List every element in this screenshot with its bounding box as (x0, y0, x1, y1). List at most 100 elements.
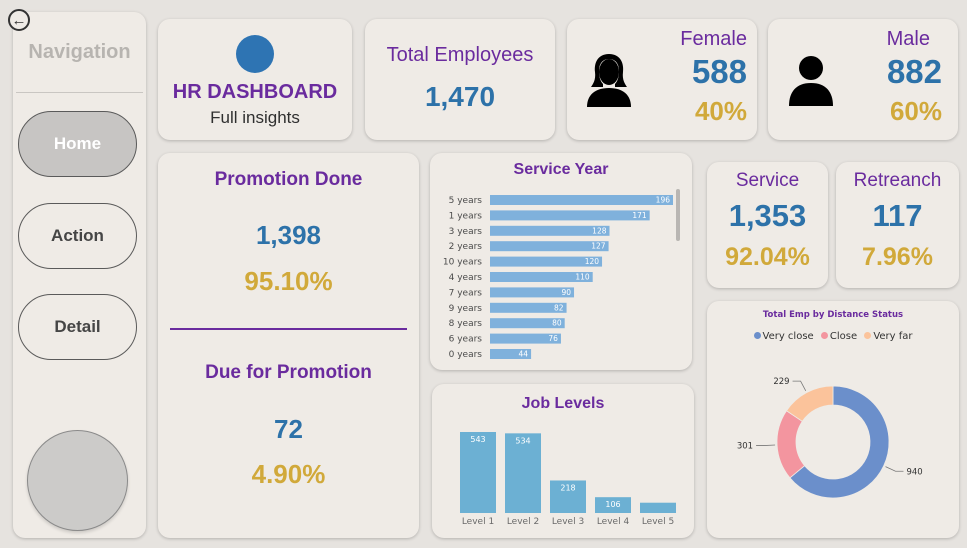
male-person-icon (789, 56, 833, 106)
male-card: Male 882 60% (768, 19, 958, 140)
very-close-dot-icon (753, 332, 761, 339)
nav-circle-button[interactable] (27, 430, 128, 531)
service-year-tick-label: 2 years (449, 242, 483, 252)
job-level-tick-label: Level 2 (507, 517, 539, 527)
service-year-bar[interactable] (490, 225, 610, 236)
service-year-scrollbar[interactable] (676, 189, 680, 241)
promotion-done-value: 1,398 (255, 220, 322, 250)
dashboard-subtitle: Full insights (210, 108, 300, 127)
very-far-dot-icon (864, 332, 872, 339)
female-percent: 40% (694, 96, 747, 126)
service-year-tick-label: 9 years (449, 304, 483, 314)
promotion-done-label: Promotion Done (214, 169, 363, 190)
job-level-tick-label: Level 1 (462, 517, 494, 527)
service-year-data-label: 128 (592, 226, 607, 235)
job-level-data-label: 106 (605, 500, 620, 509)
dashboard-title: HR DASHBOARD (172, 81, 338, 103)
donut-slice[interactable] (776, 410, 806, 479)
promotion-card: Promotion Done 1,398 95.10% Due for Prom… (158, 153, 419, 538)
service-year-tick-label: 3 years (449, 227, 483, 237)
logo-dot-icon (236, 35, 274, 73)
job-level-bar[interactable] (595, 497, 631, 513)
service-year-data-label: 44 (519, 350, 529, 359)
home-button[interactable]: Home (18, 111, 137, 177)
due-promotion-label: Due for Promotion (205, 362, 372, 383)
service-year-bar[interactable] (490, 256, 603, 267)
retreanch-value: 117 (872, 198, 923, 233)
service-year-tick-label: 4 years (449, 273, 483, 283)
service-year-card: Service Year 5 years 196 1 years 171 3 years… (430, 153, 692, 370)
service-year-bar[interactable] (490, 195, 673, 205)
service-year-bar[interactable] (490, 241, 609, 252)
close-dot-icon (820, 332, 828, 339)
detail-button[interactable]: Detail (18, 294, 137, 360)
retreanch-card: Retreanch 117 7.96% (836, 162, 959, 288)
navigation-divider (16, 92, 143, 93)
distance-status-card: Total Emp by Distance Status Very close … (707, 301, 959, 538)
due-promotion-value: 72 (274, 414, 303, 444)
legend-close[interactable]: Close (820, 331, 857, 342)
service-year-data-label: 90 (561, 288, 571, 297)
total-employees-label: Total Employees (386, 44, 534, 66)
service-year-tick-label: 8 years (449, 319, 483, 329)
male-percent: 60% (889, 96, 942, 126)
total-employees-value: 1,470 (424, 81, 496, 112)
legend-very-far[interactable]: Very far (864, 331, 913, 342)
promotion-divider (170, 328, 407, 330)
retreanch-label: Retreanch (853, 170, 942, 191)
job-level-data-label: 218 (560, 483, 575, 492)
service-year-data-label: 196 (656, 196, 671, 205)
service-year-tick-label: 0 years (449, 350, 483, 360)
job-level-tick-label: Level 4 (597, 517, 630, 527)
service-year-data-label: 127 (591, 242, 606, 251)
service-year-bar[interactable] (490, 272, 593, 282)
female-count: 588 (691, 53, 747, 90)
navigation-panel: Navigation Home Action Detail (13, 12, 146, 538)
job-levels-title: Job Levels (521, 395, 605, 412)
service-year-data-label: 80 (552, 319, 562, 328)
service-year-bar[interactable] (490, 333, 561, 344)
back-arrow-icon[interactable]: ← (8, 9, 30, 31)
job-levels-card: Job Levels 543 Level 1 534 Level 2 218 Level … (432, 384, 694, 538)
service-year-bar[interactable] (490, 318, 565, 329)
service-year-data-label: 76 (548, 334, 558, 343)
action-button[interactable]: Action (18, 203, 137, 269)
distance-donut-chart: 940 301 229 (737, 377, 923, 499)
service-year-bar[interactable] (490, 302, 567, 313)
female-label: Female (680, 28, 747, 50)
service-year-tick-label: 5 years (449, 196, 483, 206)
donut-data-label: 301 (737, 442, 753, 452)
female-card: Female 588 40% (567, 19, 757, 140)
donut-slice[interactable] (789, 385, 890, 499)
due-promotion-percent: 4.90% (251, 459, 326, 489)
service-year-bar[interactable] (490, 287, 575, 298)
service-year-title: Service Year (513, 161, 609, 178)
job-levels-chart: 543 Level 1 534 Level 2 218 Level 3 106 Level 4… (460, 432, 676, 527)
job-level-tick-label: Level 3 (552, 517, 584, 527)
service-year-data-label: 110 (575, 273, 590, 282)
service-year-bar[interactable] (490, 210, 650, 221)
distance-status-title: Total Emp by Distance Status (762, 310, 904, 320)
distance-legend: Very close Close Very far (707, 331, 959, 342)
job-level-bar[interactable] (505, 433, 541, 513)
donut-data-label: 229 (773, 377, 789, 387)
legend-very-close[interactable]: Very close (753, 331, 814, 342)
total-employees-card: Total Employees 1,470 (365, 19, 555, 140)
service-year-tick-label: 7 years (449, 288, 483, 298)
job-level-bar[interactable] (550, 480, 586, 513)
job-level-bar[interactable] (640, 502, 676, 513)
donut-leader-line (792, 380, 807, 391)
job-level-data-label: 543 (470, 435, 485, 444)
donut-slice[interactable] (785, 385, 834, 422)
service-label: Service (735, 170, 800, 191)
service-percent: 92.04% (725, 243, 810, 271)
service-year-tick-label: 6 years (449, 335, 483, 345)
job-level-bar[interactable] (460, 432, 496, 513)
donut-leader-line (756, 444, 776, 446)
service-year-bar[interactable] (490, 349, 532, 359)
service-year-data-label: 82 (554, 303, 564, 312)
service-card: Service 1,353 92.04% (707, 162, 828, 288)
job-level-tick-label: Level 5 (642, 517, 674, 527)
male-count: 882 (886, 53, 942, 90)
service-year-tick-label: 1 years (449, 211, 483, 221)
